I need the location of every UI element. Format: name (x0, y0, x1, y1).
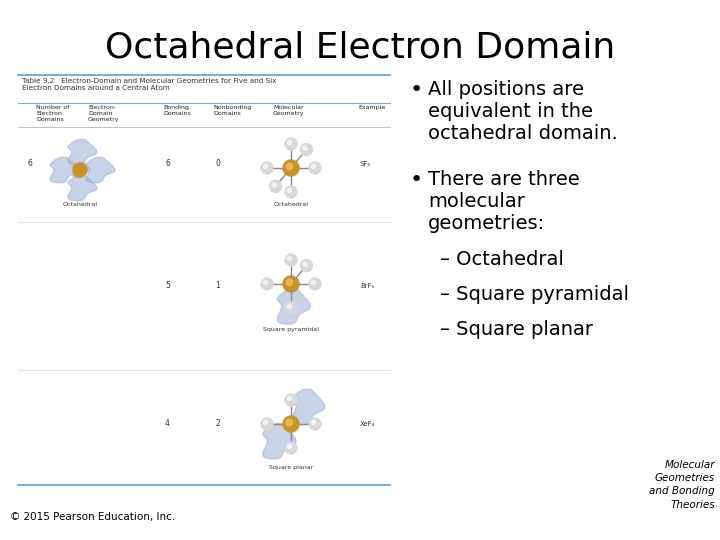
Text: 6: 6 (28, 159, 33, 168)
Text: Table 9.2   Electron-Domain and Molecular Geometries for Five and Six
Electron D: Table 9.2 Electron-Domain and Molecular … (22, 78, 276, 91)
Circle shape (73, 163, 87, 177)
Text: Square pyramidal: Square pyramidal (263, 327, 319, 332)
Polygon shape (277, 289, 310, 324)
Circle shape (269, 180, 282, 192)
Text: geometries:: geometries: (428, 214, 545, 233)
Circle shape (285, 186, 297, 198)
Text: Octahedral: Octahedral (63, 202, 97, 207)
Text: Bonding
Domains: Bonding Domains (163, 105, 191, 116)
Text: XeF₄: XeF₄ (360, 421, 375, 427)
Circle shape (287, 140, 292, 145)
Circle shape (303, 262, 307, 266)
Polygon shape (73, 163, 90, 178)
Circle shape (264, 280, 268, 285)
Text: 5: 5 (165, 281, 170, 291)
Text: All positions are: All positions are (428, 80, 584, 99)
Text: 4: 4 (165, 420, 170, 429)
Circle shape (309, 278, 321, 290)
Circle shape (264, 164, 268, 168)
Circle shape (309, 162, 321, 174)
Text: •: • (410, 80, 423, 100)
Text: Octahedral: Octahedral (274, 202, 308, 207)
Circle shape (287, 256, 292, 261)
Text: – Octahedral: – Octahedral (440, 250, 564, 269)
Text: molecular: molecular (428, 192, 525, 211)
Text: Number of
Electron
Domains: Number of Electron Domains (36, 105, 69, 122)
Circle shape (311, 164, 315, 168)
Text: Electron-
Domain
Geometry: Electron- Domain Geometry (88, 105, 120, 122)
Text: Octahedral Electron Domain: Octahedral Electron Domain (105, 30, 615, 64)
Text: Molecular
Geometry: Molecular Geometry (273, 105, 305, 116)
Text: Molecular
Geometries
and Bonding
Theories: Molecular Geometries and Bonding Theorie… (649, 460, 715, 510)
Text: •: • (410, 170, 423, 190)
Polygon shape (68, 139, 97, 165)
Circle shape (285, 254, 297, 266)
Circle shape (261, 418, 273, 430)
Circle shape (264, 421, 268, 424)
Circle shape (272, 183, 276, 187)
Circle shape (287, 188, 292, 193)
Circle shape (287, 163, 292, 170)
Text: 2: 2 (215, 420, 220, 429)
Text: There are three: There are three (428, 170, 580, 189)
Circle shape (283, 416, 299, 432)
Circle shape (300, 144, 312, 156)
Circle shape (261, 162, 273, 174)
Circle shape (285, 302, 297, 314)
Circle shape (311, 421, 315, 424)
Circle shape (285, 394, 297, 406)
Text: Square planar: Square planar (269, 465, 313, 470)
Text: – Square pyramidal: – Square pyramidal (440, 285, 629, 304)
Text: © 2015 Pearson Education, Inc.: © 2015 Pearson Education, Inc. (10, 512, 175, 522)
Polygon shape (50, 157, 79, 183)
Circle shape (300, 260, 312, 272)
Text: equivalent in the: equivalent in the (428, 102, 593, 121)
Circle shape (285, 442, 297, 454)
Polygon shape (68, 176, 97, 201)
Circle shape (283, 160, 299, 176)
Circle shape (261, 278, 273, 290)
Text: – Square planar: – Square planar (440, 320, 593, 339)
Text: Example: Example (358, 105, 385, 110)
Circle shape (311, 280, 315, 285)
Circle shape (287, 396, 292, 401)
Text: BrF₅: BrF₅ (360, 283, 374, 289)
Text: octahedral domain.: octahedral domain. (428, 124, 618, 143)
Circle shape (285, 138, 297, 150)
Circle shape (309, 418, 321, 430)
Circle shape (287, 279, 292, 286)
Text: SF₆: SF₆ (360, 161, 372, 167)
Polygon shape (86, 157, 115, 183)
Circle shape (303, 146, 307, 150)
Polygon shape (292, 389, 325, 424)
Circle shape (287, 305, 292, 308)
Polygon shape (263, 423, 296, 459)
Text: Nonbonding
Domains: Nonbonding Domains (213, 105, 251, 116)
Circle shape (287, 444, 292, 449)
Circle shape (283, 276, 299, 292)
Circle shape (287, 419, 292, 426)
Text: 6: 6 (165, 159, 170, 168)
Text: 1: 1 (215, 281, 220, 291)
Text: 0: 0 (215, 159, 220, 168)
